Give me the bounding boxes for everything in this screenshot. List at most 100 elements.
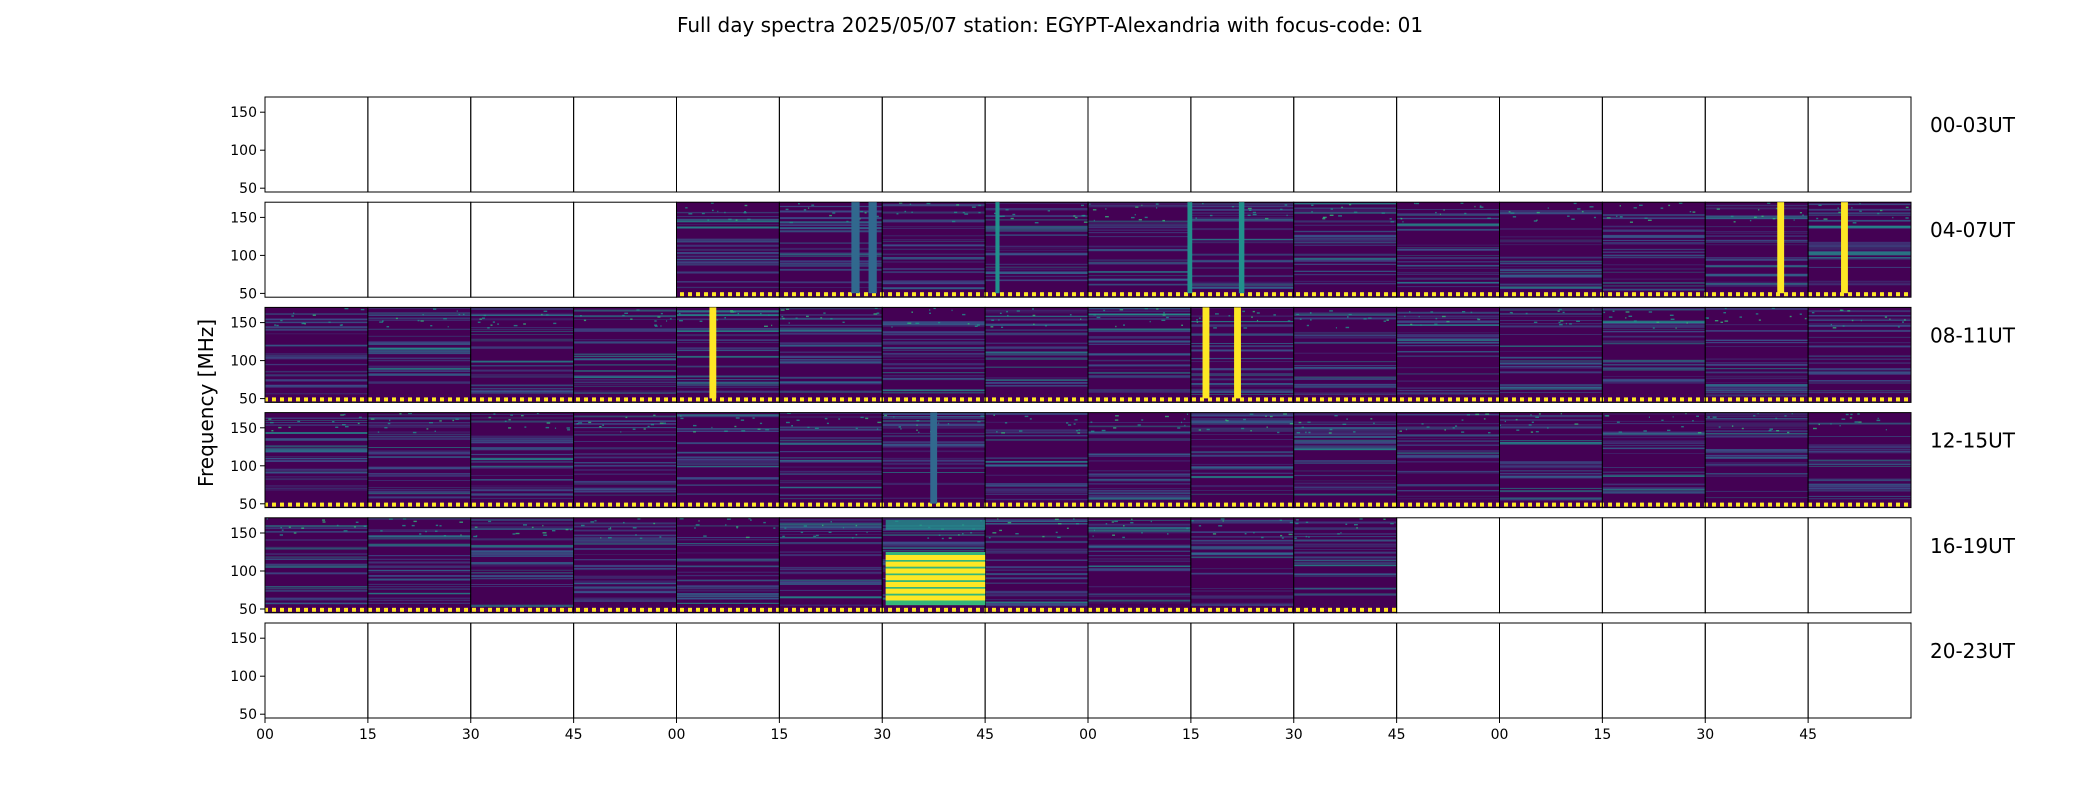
frequency-band: [1808, 487, 1911, 490]
noise-speckle: [1672, 416, 1674, 418]
frequency-band: [265, 599, 368, 601]
burst-line: [1841, 202, 1848, 294]
frequency-band: [1705, 362, 1809, 364]
noise-speckle: [1902, 321, 1904, 323]
noise-speckle: [274, 324, 277, 326]
frequency-band: [1602, 239, 1706, 242]
frequency-band: [367, 475, 471, 477]
frequency-band: [573, 423, 677, 425]
frequency-band: [470, 441, 574, 444]
noise-speckle: [1739, 316, 1742, 318]
frequency-band: [882, 323, 986, 325]
frequency-band: [1190, 604, 1294, 606]
noise-speckle: [1186, 413, 1189, 415]
frequency-band: [779, 324, 883, 326]
frequency-band: [676, 313, 780, 315]
frequency-band: [470, 318, 574, 321]
noise-speckle: [344, 307, 349, 310]
baseline-marker: [367, 607, 471, 612]
noise-speckle: [1277, 431, 1280, 434]
noise-speckle: [402, 524, 406, 527]
spectrum-background: [1190, 412, 1294, 508]
frequency-band: [367, 427, 471, 428]
noise-speckle: [1442, 315, 1446, 318]
frequency-band: [779, 482, 883, 484]
frequency-band: [1293, 594, 1397, 596]
frequency-band: [1705, 426, 1809, 428]
noise-speckle: [566, 427, 570, 429]
frequency-band: [1088, 328, 1191, 331]
frequency-band: [265, 525, 368, 528]
frequency-band: [985, 346, 1088, 349]
frequency-band: [1293, 435, 1397, 438]
x-tick-label: 15: [770, 727, 788, 743]
noise-speckle: [1574, 423, 1579, 425]
noise-speckle: [988, 537, 991, 539]
noise-speckle: [1483, 418, 1486, 420]
frequency-band: [779, 525, 883, 527]
burst-line: [1187, 202, 1193, 294]
empty-panel: [1499, 96, 1603, 193]
frequency-band: [779, 537, 883, 539]
frequency-band: [985, 559, 1088, 561]
baseline-marker: [1190, 607, 1294, 612]
noise-speckle: [1195, 217, 1197, 219]
frequency-band: [367, 537, 471, 540]
noise-speckle: [523, 323, 526, 325]
noise-speckle: [1648, 311, 1653, 313]
noise-speckle: [1525, 312, 1528, 315]
frequency-band: [1293, 235, 1397, 238]
frequency-band: [985, 351, 1088, 354]
noise-speckle: [938, 534, 941, 536]
frequency-band: [573, 494, 677, 496]
frequency-band: [1705, 285, 1809, 287]
baseline-marker: [573, 397, 677, 402]
frequency-band: [985, 208, 1088, 211]
baseline-marker: [265, 502, 368, 507]
noise-speckle: [1252, 213, 1257, 216]
frequency-band: [367, 496, 471, 499]
frequency-band: [882, 546, 986, 549]
frequency-band: [779, 269, 883, 270]
panel-frame: [1704, 622, 1809, 719]
frequency-band: [985, 316, 1088, 318]
frequency-band: [985, 332, 1088, 335]
frequency-band: [779, 566, 883, 568]
frequency-band: [470, 393, 574, 395]
frequency-band: [1293, 336, 1397, 339]
frequency-band: [1808, 444, 1911, 446]
frequency-band: [470, 528, 574, 530]
frequency-band: [1293, 539, 1397, 542]
panel-frame: [1499, 96, 1603, 193]
noise-speckle: [271, 430, 274, 432]
frequency-band: [1499, 266, 1603, 267]
y-tick-label: 50: [239, 497, 257, 513]
frequency-band: [1499, 388, 1603, 390]
noise-speckle: [918, 431, 920, 434]
frequency-band: [1602, 309, 1706, 311]
frequency-band: [1396, 228, 1500, 231]
noise-speckle: [1092, 535, 1094, 537]
frequency-band: [1293, 335, 1397, 337]
frequency-band: [676, 571, 780, 573]
frequency-band: [779, 589, 883, 591]
frequency-band: [779, 382, 883, 385]
noise-speckle: [1123, 525, 1125, 527]
noise-speckle: [736, 527, 738, 529]
noise-speckle: [620, 431, 622, 433]
noise-speckle: [636, 309, 640, 311]
burst-band: [885, 595, 986, 601]
frequency-band: [367, 452, 471, 454]
noise-speckle: [846, 220, 849, 223]
noise-speckle: [1078, 429, 1081, 431]
frequency-band: [779, 358, 883, 361]
frequency-band: [470, 312, 574, 314]
frequency-band: [1396, 261, 1500, 263]
noise-speckle: [1016, 310, 1020, 312]
frequency-band: [573, 542, 677, 545]
noise-speckle: [724, 317, 726, 319]
frequency-band: [779, 494, 883, 496]
frequency-band: [985, 315, 1088, 317]
frequency-band: [470, 465, 574, 467]
noise-speckle: [1058, 523, 1062, 525]
